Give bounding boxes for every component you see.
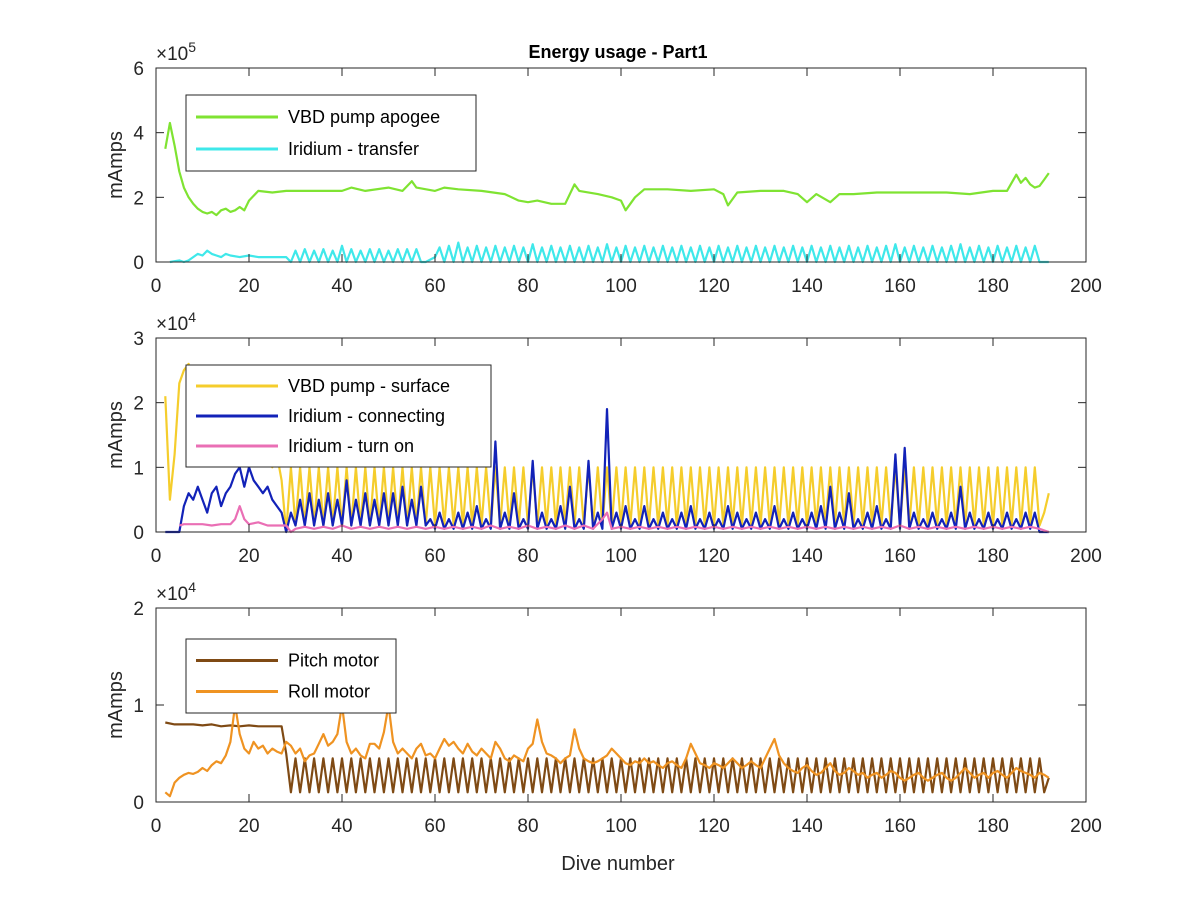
y-tick-label: 6	[133, 59, 144, 80]
y-tick-label: 0	[133, 523, 144, 544]
y-axis-multiplier: ×104	[156, 579, 196, 605]
x-tick-label: 160	[884, 276, 916, 297]
x-tick-label: 40	[331, 546, 352, 567]
y-axis-label: mAmps	[105, 671, 127, 739]
y-tick-label: 2	[133, 599, 144, 620]
y-tick-label: 3	[133, 329, 144, 350]
subplot-1: 0 20 40 60 80 100 120 140 160 180 200 0 2 4 6 ×105 mAmps…	[105, 39, 1102, 297]
x-tick-label: 0	[151, 816, 162, 837]
series-line-3	[179, 505, 1050, 534]
x-tick-label: 180	[977, 546, 1009, 567]
y-axis-label: mAmps	[105, 131, 127, 199]
x-tick-label: 140	[791, 816, 823, 837]
x-tick-label: 60	[424, 546, 445, 567]
x-tick-label: 180	[977, 816, 1009, 837]
x-tick-label: 160	[884, 546, 916, 567]
legend-entry-label: Iridium - turn on	[288, 436, 414, 456]
legend-entry-label: Iridium - connecting	[288, 406, 445, 426]
legend-entry-label: VBD pump - surface	[288, 376, 450, 396]
y-axis-multiplier: ×105	[156, 39, 196, 65]
y-axis-multiplier: ×104	[156, 309, 196, 335]
legend-entry-label: VBD pump apogee	[288, 107, 440, 127]
x-tick-label: 120	[698, 546, 730, 567]
x-tick-label: 140	[791, 546, 823, 567]
subplot-2: 0 20 40 60 80 100 120 140 160 180 200 0 1 2 3 ×104 mAmps…	[105, 309, 1102, 567]
x-tick-label: 140	[791, 276, 823, 297]
series-line-1	[165, 721, 1050, 794]
x-tick-label: 60	[424, 276, 445, 297]
x-tick-label: 80	[517, 276, 538, 297]
x-tick-label: 100	[605, 546, 637, 567]
series-line-1	[164, 121, 1050, 217]
y-tick-label: 2	[133, 394, 144, 415]
subplot-3: 0 20 40 60 80 100 120 140 160 180 200 0 1 2 ×104 mAmps P…	[105, 579, 1102, 837]
x-tick-label: 180	[977, 276, 1009, 297]
x-axis-label: Dive number	[561, 853, 675, 875]
series-line-2	[169, 241, 1049, 264]
x-tick-label: 200	[1070, 276, 1102, 297]
y-tick-label: 1	[133, 458, 144, 479]
x-tick-label: 120	[698, 276, 730, 297]
x-tick-label: 20	[238, 276, 259, 297]
y-tick-label: 4	[133, 124, 144, 145]
figure-title: Energy usage - Part1	[528, 42, 707, 62]
x-tick-label: 60	[424, 816, 445, 837]
legend-entry-label: Iridium - transfer	[288, 139, 419, 159]
x-tick-label: 100	[605, 816, 637, 837]
x-tick-label: 80	[517, 816, 538, 837]
x-tick-label: 40	[331, 816, 352, 837]
y-tick-label: 0	[133, 253, 144, 274]
x-tick-label: 160	[884, 816, 916, 837]
legend-entry-label: Pitch motor	[288, 651, 379, 671]
y-tick-label: 1	[133, 696, 144, 717]
x-tick-label: 40	[331, 276, 352, 297]
x-tick-label: 100	[605, 276, 637, 297]
x-tick-label: 200	[1070, 546, 1102, 567]
legend-box	[185, 638, 397, 714]
x-tick-label: 120	[698, 816, 730, 837]
legend-entry-label: Roll motor	[288, 682, 370, 702]
series-line-2	[164, 703, 1050, 798]
x-tick-label: 200	[1070, 816, 1102, 837]
y-tick-label: 2	[133, 188, 144, 209]
legend-box	[185, 94, 477, 172]
x-tick-label: 80	[517, 546, 538, 567]
x-tick-label: 0	[151, 276, 162, 297]
x-tick-label: 20	[238, 816, 259, 837]
y-tick-label: 0	[133, 793, 144, 814]
y-axis-label: mAmps	[105, 401, 127, 469]
x-tick-label: 20	[238, 546, 259, 567]
x-tick-label: 0	[151, 546, 162, 567]
